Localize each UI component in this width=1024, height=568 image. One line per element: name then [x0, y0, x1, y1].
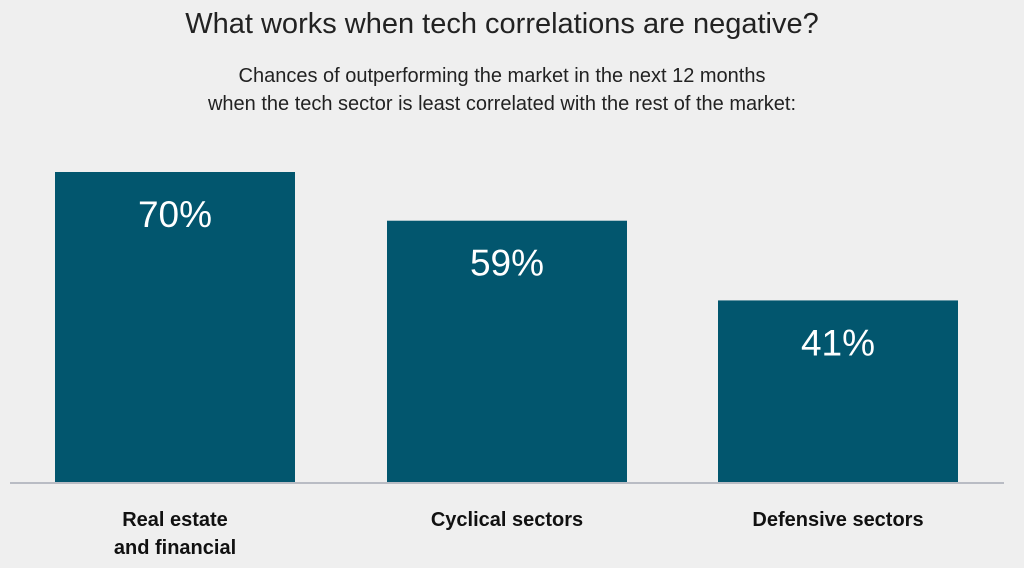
bar-0 [55, 172, 295, 482]
value-label-1: 59% [470, 243, 544, 284]
subtitle-line-2: when the tech sector is least correlated… [207, 93, 797, 115]
category-label-real-estate: Real estate and financial [55, 506, 295, 562]
chart-subtitle: Chances of outperforming the market in t… [0, 62, 1004, 118]
value-label-2: 41% [801, 322, 875, 363]
category-label-defensive: Defensive sectors [718, 506, 958, 534]
subtitle-line-1: Chances of outperforming the market in t… [238, 65, 766, 87]
value-labels-group: 70% 59% 41% [138, 194, 875, 363]
chart-title: What works when tech correlations are ne… [185, 8, 819, 40]
bars-group [55, 172, 958, 482]
category-label-line: and financial [113, 537, 237, 559]
value-label-0: 70% [138, 194, 212, 235]
category-label-line: Real estate [122, 509, 228, 531]
category-label-line: Cyclical sectors [430, 509, 584, 531]
bar-1 [387, 220, 627, 482]
category-label-line: Defensive sectors [752, 509, 924, 531]
category-label-cyclical: Cyclical sectors [387, 506, 627, 534]
bar-2 [718, 300, 958, 482]
